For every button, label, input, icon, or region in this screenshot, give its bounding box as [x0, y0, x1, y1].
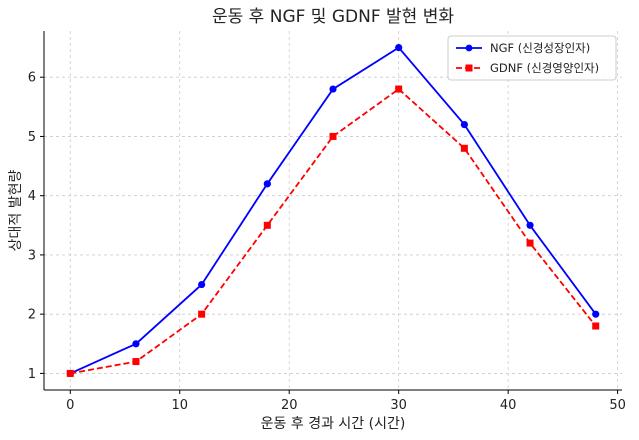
legend-box	[447, 35, 617, 81]
data-point-ngf	[198, 280, 206, 289]
series-layer	[66, 43, 600, 378]
x-axis-title: 운동 후 경과 시간 (시간)	[261, 416, 406, 432]
x-tick-label: 0	[66, 398, 74, 413]
y-tick-label: 6	[28, 71, 36, 86]
legend-label-ngf: NGF (신경성장인자)	[490, 41, 590, 55]
legend-label-gdnf: GDNF (신경영양인자)	[490, 61, 599, 75]
data-point-gdnf	[132, 358, 140, 366]
data-point-gdnf	[329, 132, 337, 140]
data-point-ngf	[329, 85, 337, 93]
x-tick-label: 40	[500, 398, 517, 413]
y-axis-ticks: 1 2 3 4 5 6	[28, 71, 44, 382]
legend-marker-gdnf	[465, 64, 473, 72]
x-axis-ticks: 0 10 20 30 40 50	[66, 390, 626, 413]
axes	[43, 31, 622, 391]
data-point-ngf	[592, 310, 600, 318]
series-line-gdnf	[70, 87, 597, 375]
y-tick-label: 3	[28, 248, 36, 263]
data-point-gdnf	[263, 221, 271, 229]
data-point-ngf	[263, 180, 271, 188]
y-tick-label: 5	[28, 130, 36, 145]
data-point-gdnf	[526, 239, 534, 247]
data-point-gdnf	[66, 369, 74, 377]
series-ngf	[66, 43, 600, 378]
data-point-ngf	[526, 221, 534, 229]
data-point-gdnf	[198, 310, 206, 318]
data-point-gdnf	[395, 85, 403, 93]
data-point-gdnf	[592, 322, 600, 330]
y-tick-label: 2	[28, 308, 36, 323]
data-point-ngf	[460, 121, 468, 129]
legend-marker-ngf	[465, 44, 473, 52]
legend-item-ngf: NGF (신경성장인자)	[456, 41, 590, 55]
legend-item-gdnf: GDNF (신경영양인자)	[456, 61, 599, 75]
y-tick-label: 1	[28, 367, 36, 382]
x-tick-label: 20	[281, 398, 298, 413]
data-point-gdnf	[460, 144, 468, 152]
legend: NGF (신경성장인자) GDNF (신경영양인자)	[447, 35, 617, 81]
x-tick-label: 10	[171, 398, 188, 413]
y-axis-title: 상대적 발현량	[8, 170, 24, 252]
data-point-ngf	[132, 340, 140, 348]
x-tick-label: 50	[609, 398, 626, 413]
x-tick-label: 30	[390, 398, 407, 413]
series-gdnf	[66, 85, 600, 377]
data-point-ngf	[395, 43, 403, 52]
y-tick-label: 4	[28, 189, 36, 204]
chart-title: 운동 후 NGF 및 GDNF 발현 변화	[212, 7, 454, 27]
